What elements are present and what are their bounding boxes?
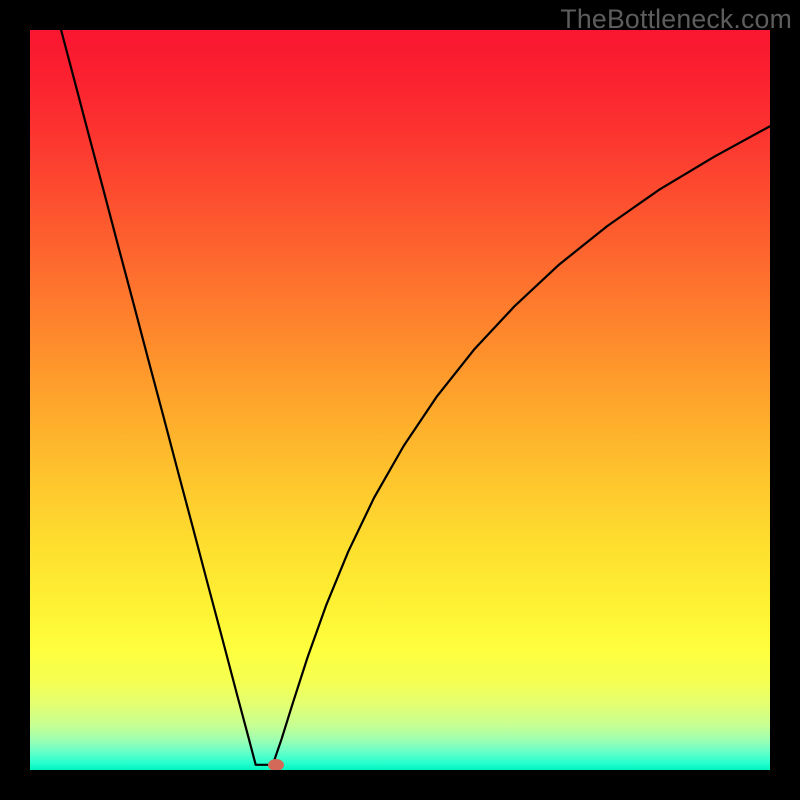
- stage: TheBottleneck.com: [0, 0, 800, 800]
- bottleneck-curve: [30, 30, 770, 770]
- curve-path: [61, 30, 770, 765]
- optimal-point-marker: [268, 759, 284, 770]
- frame-border-right: [770, 0, 800, 800]
- plot-area: [30, 30, 770, 770]
- frame-border-bottom: [0, 770, 800, 800]
- frame-border-left: [0, 0, 30, 800]
- watermark-label: TheBottleneck.com: [560, 4, 792, 35]
